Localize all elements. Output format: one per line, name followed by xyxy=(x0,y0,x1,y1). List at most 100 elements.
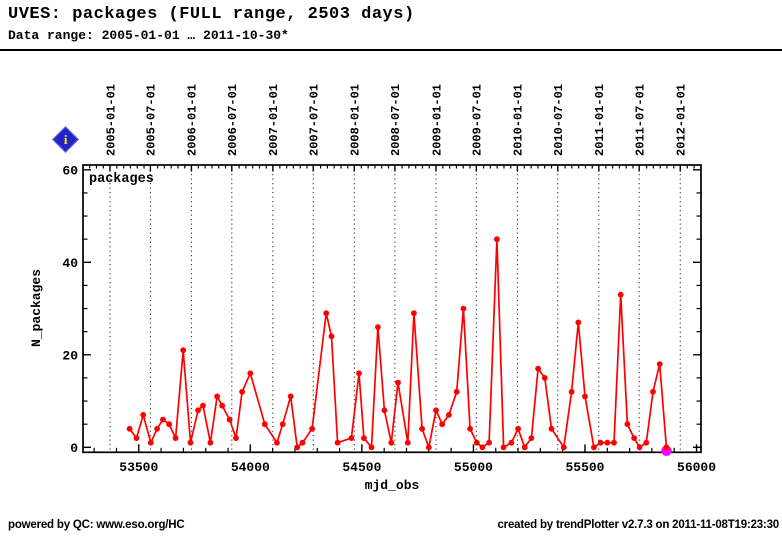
data-point xyxy=(486,439,492,446)
data-point xyxy=(323,310,330,317)
data-point xyxy=(656,361,663,367)
data-point xyxy=(207,439,214,446)
y-tick-label: 20 xyxy=(62,348,78,363)
data-point xyxy=(299,439,306,446)
data-point xyxy=(395,379,401,386)
x-tick-label: 55500 xyxy=(565,460,604,475)
data-point xyxy=(160,416,166,423)
data-point xyxy=(433,407,439,414)
data-point xyxy=(467,425,473,432)
data-point xyxy=(663,444,670,451)
title-divider xyxy=(0,49,782,51)
top-axis-date-label: 2007-01-01 xyxy=(267,84,281,156)
data-point xyxy=(508,439,515,446)
data-point xyxy=(624,421,631,428)
footer-created-by: created by trendPlotter v2.7.3 on 2011-1… xyxy=(497,519,779,531)
top-axis-date-label: 2008-01-01 xyxy=(349,84,363,156)
x-tick-label: 54500 xyxy=(342,460,381,475)
top-axis-date-label: 2005-01-01 xyxy=(104,84,118,156)
top-axis-date-label: 2010-07-01 xyxy=(552,84,566,156)
data-point xyxy=(233,435,239,441)
data-point xyxy=(166,421,173,428)
top-axis-date-label: 2011-07-01 xyxy=(634,84,648,156)
data-point xyxy=(419,425,425,432)
data-range-subtitle: Data range: 2005-01-01 … 2011-10-30* xyxy=(8,28,289,43)
x-tick-label: 54000 xyxy=(231,460,270,475)
page-title: UVES: packages (FULL range, 2503 days) xyxy=(8,5,415,24)
data-point xyxy=(361,435,367,441)
data-point xyxy=(375,324,381,330)
y-tick-label: 60 xyxy=(62,163,78,178)
y-tick-label: 0 xyxy=(70,441,78,456)
plot-frame xyxy=(82,164,702,454)
data-point xyxy=(328,333,335,340)
data-point xyxy=(582,393,588,400)
data-point xyxy=(261,421,268,428)
data-point xyxy=(172,435,179,441)
data-point xyxy=(521,444,528,451)
data-point xyxy=(147,439,154,446)
data-point xyxy=(348,435,355,441)
x-tick-label: 55000 xyxy=(454,460,493,475)
data-point xyxy=(334,439,341,446)
data-point xyxy=(154,425,161,432)
top-axis-date-label: 2005-07-01 xyxy=(145,84,159,156)
data-point xyxy=(575,319,582,326)
data-point xyxy=(604,439,611,446)
data-point xyxy=(388,439,395,446)
top-axis-date-label: 2010-01-01 xyxy=(512,84,526,156)
data-point xyxy=(473,439,480,446)
data-point xyxy=(494,236,500,243)
data-point xyxy=(381,407,388,414)
data-point xyxy=(368,444,375,451)
data-point xyxy=(287,393,294,400)
data-point xyxy=(617,291,624,298)
data-point xyxy=(479,444,486,451)
data-point xyxy=(195,407,202,414)
data-point xyxy=(133,435,140,441)
data-point xyxy=(219,402,226,409)
data-point xyxy=(500,444,507,451)
data-point xyxy=(200,402,206,409)
top-axis-date-label: 2009-07-01 xyxy=(471,84,485,156)
data-point xyxy=(239,388,246,395)
series-inline-label: packages xyxy=(89,172,154,187)
data-point xyxy=(226,416,233,423)
top-axis-date-label: 2007-07-01 xyxy=(308,84,322,156)
data-point xyxy=(460,305,467,312)
data-point xyxy=(274,439,280,446)
y-axis-title: N_packages xyxy=(29,269,44,347)
data-point xyxy=(528,435,535,441)
x-axis-title: mjd_obs xyxy=(365,478,420,493)
top-axis-date-label: 2006-01-01 xyxy=(186,84,200,156)
data-point xyxy=(515,425,521,432)
data-point xyxy=(126,425,133,432)
top-axis-date-label: 2008-07-01 xyxy=(389,84,403,156)
data-point xyxy=(309,425,315,432)
data-point xyxy=(404,439,411,446)
data-point xyxy=(548,425,555,432)
top-axis-date-label: 2009-01-01 xyxy=(430,84,444,156)
data-point xyxy=(425,444,432,451)
x-tick-label: 56000 xyxy=(677,460,716,475)
data-point xyxy=(535,365,541,372)
data-point xyxy=(650,388,656,395)
data-point xyxy=(294,444,301,451)
data-point xyxy=(541,375,548,381)
data-point xyxy=(214,393,221,400)
y-tick-label: 40 xyxy=(62,256,78,271)
data-point xyxy=(560,444,567,451)
top-axis-date-label: 2006-07-01 xyxy=(226,84,240,156)
data-point xyxy=(636,444,643,451)
data-point xyxy=(187,439,194,446)
data-point xyxy=(631,435,637,441)
data-point xyxy=(446,412,452,418)
data-point xyxy=(453,388,460,395)
data-point xyxy=(411,310,417,317)
data-point xyxy=(356,370,362,377)
data-point xyxy=(247,370,254,377)
data-point xyxy=(279,421,286,428)
top-axis-date-label: 2011-01-01 xyxy=(593,84,607,156)
series-line xyxy=(128,238,668,449)
